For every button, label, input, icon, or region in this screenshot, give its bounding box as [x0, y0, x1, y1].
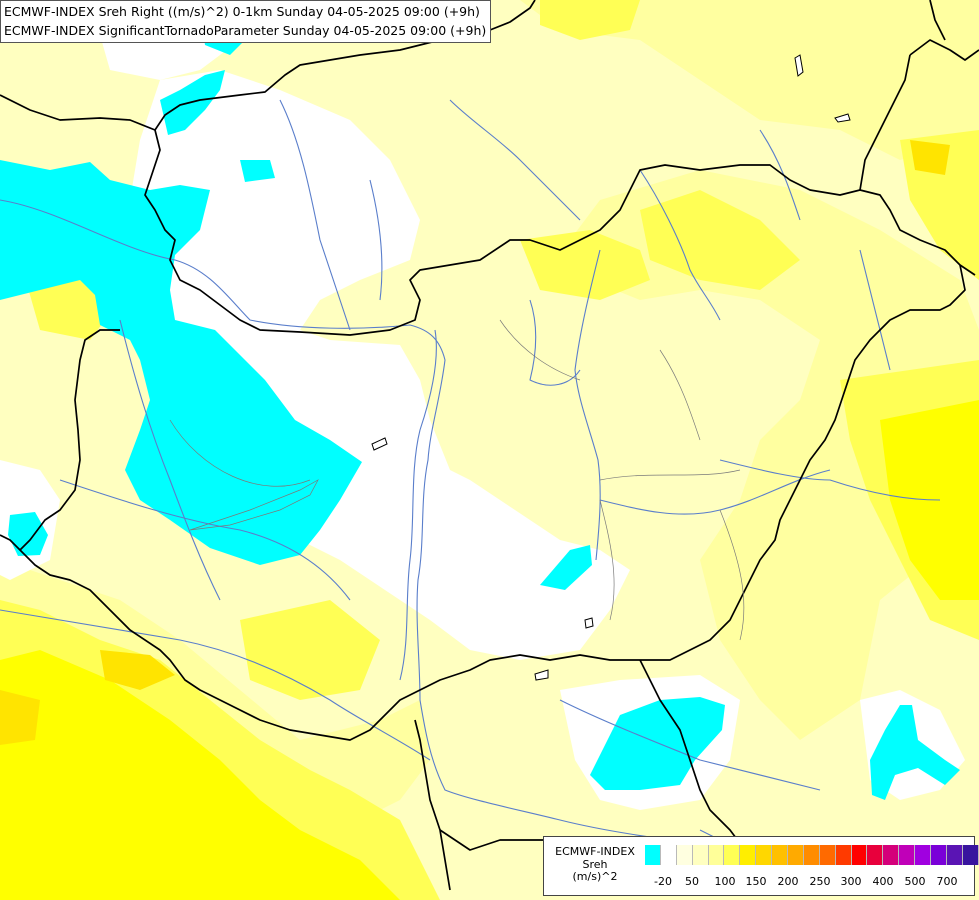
legend-swatch-row — [645, 845, 979, 865]
legend-swatch — [946, 845, 963, 865]
legend-tick-label: 500 — [904, 875, 926, 888]
legend-tick-label: 150 — [745, 875, 767, 888]
title-line-2: ECMWF-INDEX SignificantTornadoParameter … — [4, 23, 487, 38]
legend-name-line-3: (m/s)^2 — [572, 870, 618, 883]
lakes — [371, 54, 851, 681]
title-line-1: ECMWF-INDEX Sreh Right ((m/s)^2) 0-1km S… — [4, 4, 480, 19]
legend-swatch — [772, 845, 789, 865]
legend-swatch — [867, 845, 884, 865]
legend-tick-label: 250 — [809, 875, 831, 888]
legend-tick-label: 700 — [936, 875, 958, 888]
legend-swatch — [692, 845, 709, 865]
map-title-box: ECMWF-INDEX Sreh Right ((m/s)^2) 0-1km S… — [0, 0, 492, 43]
legend-swatch — [756, 845, 773, 865]
legend-tick-label: 200 — [777, 875, 799, 888]
legend-name-line-2: Sreh — [582, 857, 608, 871]
legend-tick-label: 100 — [714, 875, 736, 888]
region-boundaries — [169, 319, 745, 641]
legend-tick-label: -20 — [654, 875, 672, 888]
legend-swatch — [645, 845, 661, 865]
legend-swatch — [883, 845, 900, 865]
legend-tick-labels: -20 50 100 150 200 250 300 400 500 700 — [645, 875, 967, 889]
legend-swatch — [899, 845, 916, 865]
legend-swatch — [819, 845, 836, 865]
legend-tick-label: 400 — [872, 875, 894, 888]
legend-swatch — [676, 845, 693, 865]
gold-regions — [0, 140, 950, 745]
legend-swatch — [803, 845, 820, 865]
legend-tick-label: 300 — [840, 875, 862, 888]
legend-swatch — [740, 845, 757, 865]
legend-swatch — [851, 845, 868, 865]
rivers — [0, 99, 941, 891]
legend-swatch — [724, 845, 741, 865]
color-scale-legend: ECMWF-INDEX Sreh (m/s)^2 -20 50 100 150 200 2… — [543, 836, 979, 896]
legend-swatch — [660, 845, 677, 865]
legend-swatch — [788, 845, 804, 865]
legend-name-line-1: ECMWF-INDEX — [555, 845, 635, 858]
legend-swatch — [962, 845, 979, 865]
legend-tick-label: 50 — [685, 875, 699, 888]
legend-swatch — [915, 845, 932, 865]
legend-parameter-name: ECMWF-INDEX Sreh (m/s)^2 — [546, 845, 644, 884]
legend-swatch — [931, 845, 947, 865]
legend-swatch — [835, 845, 852, 865]
legend-swatch — [708, 845, 725, 865]
